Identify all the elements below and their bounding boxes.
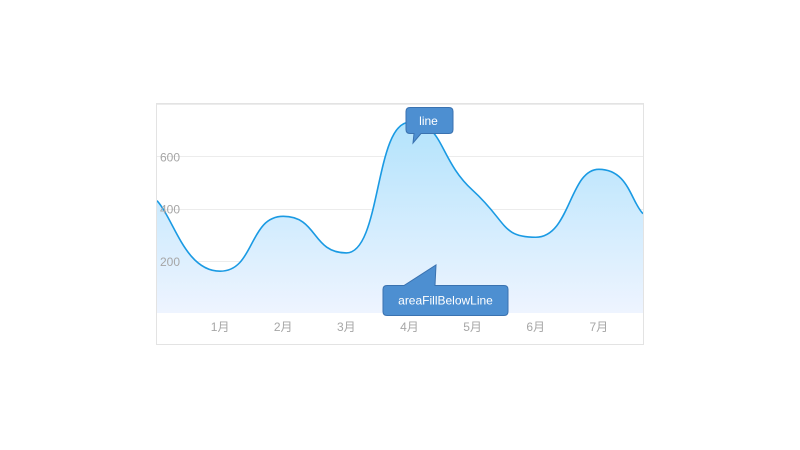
callout-area: areaFillBelowLine	[382, 264, 509, 316]
x-tick-label: 6月	[526, 320, 545, 334]
y-tick-label: 200	[160, 255, 180, 269]
x-tick-label: 5月	[463, 320, 482, 334]
x-tick-label: 7月	[589, 320, 608, 334]
area-fill	[157, 122, 643, 313]
y-tick-label: 600	[160, 150, 180, 164]
area-layer	[157, 122, 643, 313]
callout-area-bubble	[382, 264, 509, 316]
y-axis-ticks: 200 400 600	[160, 150, 180, 269]
x-tick-label: 1月	[211, 320, 230, 334]
callout-area-label: areaFillBelowLine	[398, 294, 493, 308]
callout-line-bubble	[405, 107, 454, 145]
x-axis-ticks: 1月 2月 3月 4月 5月 6月 7月	[211, 320, 608, 334]
x-tick-label: 3月	[337, 320, 356, 334]
x-tick-label: 4月	[400, 320, 419, 334]
callout-line: line	[405, 107, 454, 145]
series-line	[157, 121, 643, 273]
line-layer	[157, 121, 643, 273]
x-tick-label: 2月	[274, 320, 293, 334]
y-tick-label: 400	[160, 203, 180, 217]
callout-line-label: line	[419, 114, 438, 128]
